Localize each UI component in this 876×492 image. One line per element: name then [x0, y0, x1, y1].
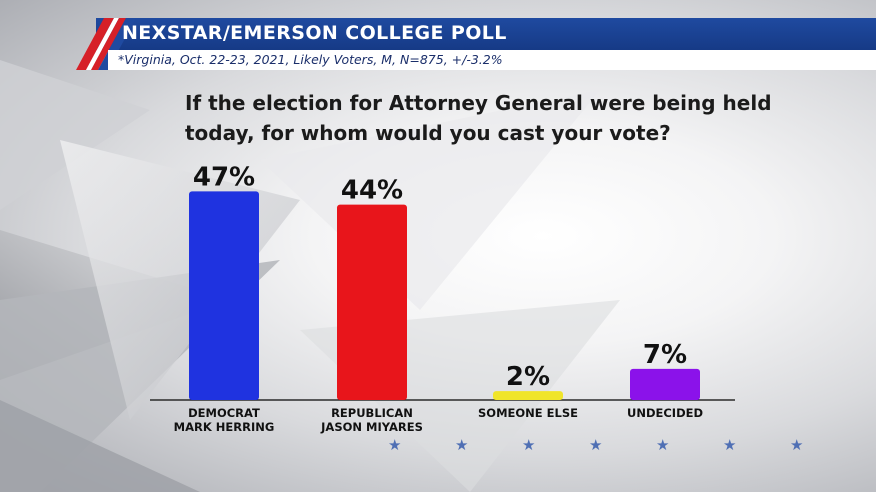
- poll-subtitle: *Virginia, Oct. 22-23, 2021, Likely Vote…: [118, 52, 503, 67]
- category-label-2: SOMEONE ELSE: [478, 406, 578, 420]
- star-icon: ★: [656, 436, 670, 454]
- star-icon: ★: [589, 436, 603, 454]
- bar-value-label-3: 7%: [643, 340, 687, 370]
- header-bar: [96, 18, 876, 50]
- star-icon: ★: [522, 436, 536, 454]
- star-icon: ★: [388, 436, 402, 454]
- bar-value-label-0: 47%: [193, 162, 255, 192]
- category-label-0: DEMOCRAT MARK HERRING: [173, 406, 275, 434]
- star-row: ★ ★ ★ ★ ★ ★ ★: [380, 436, 820, 456]
- star-icon: ★: [455, 436, 469, 454]
- bar-1: [337, 204, 407, 400]
- category-label-3: UNDECIDED: [626, 406, 704, 420]
- bar-3: [630, 368, 700, 400]
- bar-0: [189, 191, 259, 400]
- category-label-1: REPUBLICAN JASON MIYARES: [321, 406, 423, 434]
- poll-title: NEXSTAR/EMERSON COLLEGE POLL: [122, 22, 507, 44]
- bar-value-label-1: 44%: [341, 176, 403, 206]
- star-icon: ★: [723, 436, 737, 454]
- bar-2: [493, 391, 563, 400]
- subtitle-bar: [108, 50, 876, 70]
- star-icon: ★: [790, 436, 804, 454]
- flag-stripes-icon: [76, 18, 136, 70]
- poll-question: If the election for Attorney General wer…: [185, 91, 772, 145]
- bar-value-label-2: 2%: [506, 362, 550, 392]
